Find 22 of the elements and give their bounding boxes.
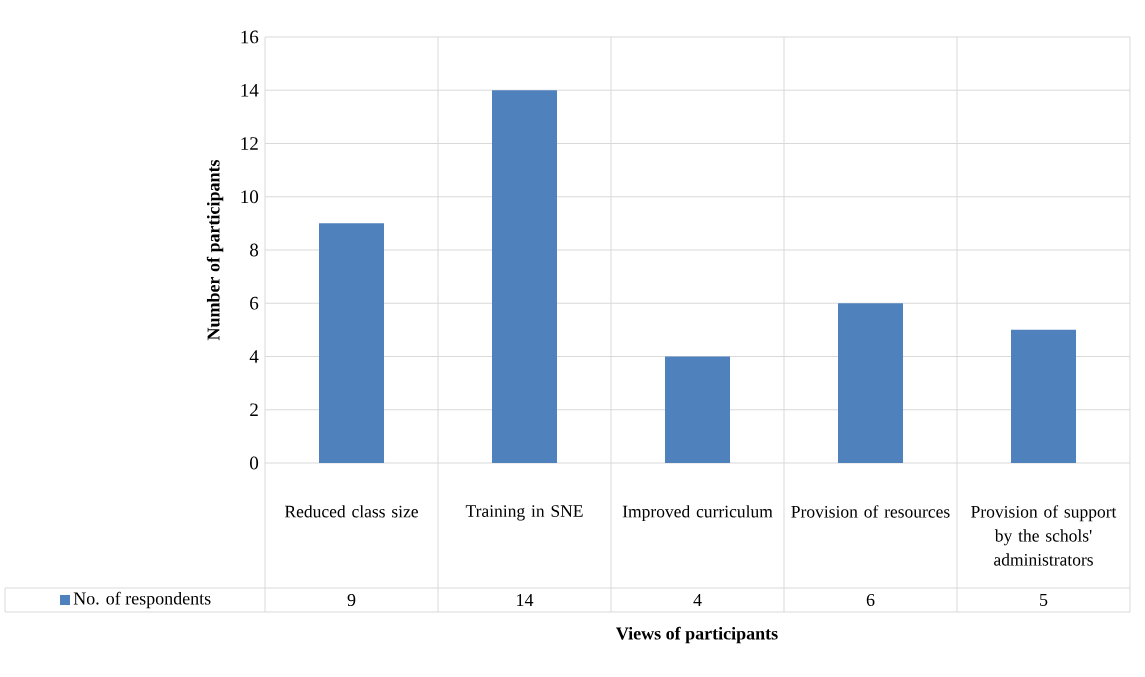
x-tick-label: Provision of resources xyxy=(791,505,950,518)
legend-label: No. of respondents xyxy=(73,591,211,609)
x-tick-label: Reduced class size xyxy=(284,505,418,518)
x-tick-label: Training in SNE xyxy=(465,505,583,521)
y-tick-label: 0 xyxy=(250,456,259,470)
y-tick-label: 10 xyxy=(241,190,259,204)
y-tick-label: 2 xyxy=(250,403,258,417)
y-tick-label: 6 xyxy=(250,296,259,310)
y-tick-label: 14 xyxy=(241,83,259,97)
y-tick-label: 16 xyxy=(241,30,259,44)
y-tick-label: 8 xyxy=(250,243,259,257)
data-label: 9 xyxy=(347,593,356,607)
y-tick-label: 4 xyxy=(249,350,259,363)
data-label: 14 xyxy=(517,594,534,606)
y-tick-label: 12 xyxy=(241,137,258,150)
x-tick-label: Provision of support by the schols' administrators xyxy=(971,505,1117,566)
x-axis-title: Views of participants xyxy=(616,626,778,644)
data-label: 4 xyxy=(693,594,702,606)
data-label: 5 xyxy=(1040,594,1048,606)
data-label: 6 xyxy=(866,593,875,607)
y-axis-title: Number of participants xyxy=(206,159,224,341)
x-tick-label: Improved curriculum xyxy=(622,505,773,522)
